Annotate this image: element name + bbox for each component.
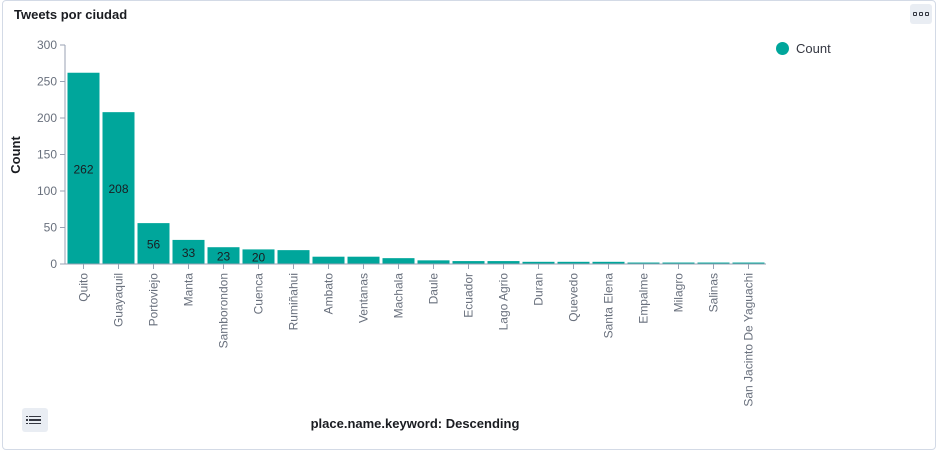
bar-empalme[interactable] — [627, 262, 660, 264]
bar-chart: 0 50 100 150 200 250 300 262 208 56 33 23 20 Quito G… — [8, 38, 766, 431]
bar-manta[interactable] — [172, 239, 205, 264]
bar-data-label: 208 — [108, 182, 128, 196]
bar-data-label: 262 — [73, 162, 93, 176]
bar-duran[interactable] — [522, 261, 555, 264]
bar-milagro[interactable] — [662, 262, 695, 264]
bar-daule[interactable] — [417, 260, 450, 264]
x-tick-label: Guayaquil — [112, 273, 126, 327]
bar-machala[interactable] — [382, 258, 415, 264]
x-tick-label: Rumiñahui — [287, 273, 301, 330]
x-tick-label: Ecuador — [462, 273, 476, 318]
bar-rumiñahui[interactable] — [277, 250, 310, 264]
x-tick-label: Lago Agrio — [497, 273, 511, 331]
legend-label-count[interactable]: Count — [796, 41, 831, 56]
x-tick-label: Santa Elena — [602, 273, 616, 339]
legend-swatch-count[interactable] — [776, 42, 789, 55]
panel-title: Tweets por ciudad — [14, 7, 128, 22]
y-axis-label: Count — [8, 136, 23, 174]
bar-cuenca[interactable] — [242, 249, 275, 264]
y-tick-label: 250 — [37, 75, 57, 89]
legend-toggle-button[interactable] — [22, 408, 48, 432]
bar-ventanas[interactable] — [347, 256, 380, 264]
x-tick-label: Duran — [532, 273, 546, 306]
x-tick-label: San Jacinto De Yaguachi — [742, 273, 756, 407]
x-tick-label: Quito — [77, 273, 91, 302]
x-tick-label: Empalme — [637, 273, 651, 324]
bar-san-jacinto-de-yaguachi[interactable] — [732, 262, 765, 264]
list-icon — [26, 415, 41, 425]
y-tick-label: 200 — [37, 111, 57, 125]
x-axis-label: place.name.keyword: Descending — [311, 416, 520, 431]
x-tick-label: Samborondon — [217, 273, 231, 348]
bar-quito[interactable] — [67, 72, 100, 265]
bar-samborondon[interactable] — [207, 247, 240, 264]
bar-salinas[interactable] — [697, 262, 730, 264]
bar-guayaquil[interactable] — [102, 112, 135, 264]
options-icon — [913, 12, 929, 16]
bar-santa-elena[interactable] — [592, 261, 625, 264]
x-tick-label: Ambato — [322, 273, 336, 315]
x-tick-label: Daule — [427, 273, 441, 305]
bars-group: 262 208 56 33 23 20 — [67, 72, 765, 265]
x-tick-label: Quevedo — [567, 273, 581, 322]
bar-data-label: 56 — [147, 238, 161, 252]
y-tick-label: 100 — [37, 184, 57, 198]
bar-lago-agrio[interactable] — [487, 261, 520, 264]
y-tick-label: 150 — [37, 148, 57, 162]
bar-ambato[interactable] — [312, 256, 345, 264]
bar-data-label: 23 — [217, 250, 231, 264]
y-tick-label: 50 — [44, 221, 58, 235]
panel-options-button[interactable] — [910, 4, 932, 24]
bar-ecuador[interactable] — [452, 261, 485, 264]
y-tick-label: 300 — [37, 38, 57, 52]
bar-data-label: 33 — [182, 246, 196, 260]
bar-data-label: 20 — [252, 251, 266, 265]
legend: Count — [776, 41, 831, 56]
x-tick-label: Milagro — [672, 273, 686, 313]
x-axis: Quito Guayaquil Portoviejo Manta Samborondon… — [65, 263, 766, 407]
x-tick-label: Machala — [392, 273, 406, 319]
x-tick-label: Salinas — [707, 273, 721, 312]
y-axis: 0 50 100 150 200 250 300 — [37, 38, 66, 271]
x-tick-label: Ventanas — [357, 273, 371, 323]
bar-portoviejo[interactable] — [137, 223, 170, 264]
x-tick-label: Manta — [182, 273, 196, 307]
bar-quevedo[interactable] — [557, 261, 590, 264]
y-tick-label: 0 — [50, 257, 57, 271]
x-tick-label: Portoviejo — [147, 273, 161, 327]
x-tick-label: Cuenca — [252, 273, 266, 315]
